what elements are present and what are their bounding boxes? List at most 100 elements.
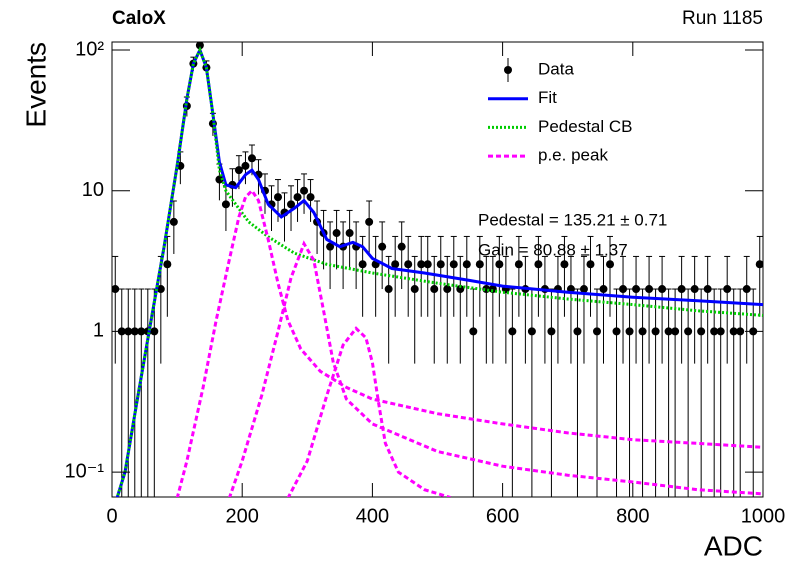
y-tick-label: 1 (93, 320, 104, 342)
data-point (417, 260, 426, 269)
data-point (469, 327, 478, 336)
plot-area (112, 42, 763, 497)
data-point (391, 260, 400, 269)
data-point (195, 42, 204, 50)
data-point (306, 193, 315, 202)
data-point (638, 327, 647, 336)
data-point (514, 260, 523, 269)
data-point (736, 327, 745, 336)
x-tick-label: 600 (486, 505, 519, 527)
x-tick-label: 800 (616, 505, 649, 527)
data-point (397, 242, 406, 251)
data-point (651, 327, 660, 336)
data-point (456, 285, 465, 294)
data-point (221, 200, 230, 209)
data-point (150, 327, 159, 336)
data-point (625, 327, 634, 336)
data-point (436, 260, 445, 269)
x-tick-label: 1000 (741, 505, 786, 527)
data-point (645, 285, 654, 294)
data-point (495, 260, 504, 269)
data-point (241, 161, 250, 170)
data-point (606, 260, 615, 269)
data-point (274, 193, 283, 202)
data-point (534, 260, 543, 269)
y-axis-label: Events (20, 42, 51, 128)
data-point (599, 285, 608, 294)
data-point (729, 327, 738, 336)
data-point (664, 327, 673, 336)
data-point (547, 327, 556, 336)
data-point (488, 285, 497, 294)
data-point (384, 285, 393, 294)
y-tick-label: 10 (82, 179, 104, 201)
data-point (130, 327, 139, 336)
x-tick-label: 0 (106, 505, 117, 527)
plot-frame (111, 41, 764, 498)
fit-curve (175, 188, 763, 497)
chart-subtitle: Run 1185 (682, 8, 763, 29)
x-axis-label: ADC (704, 530, 763, 561)
data-point (449, 260, 458, 269)
legend-label: Data (538, 59, 574, 78)
data-point (247, 154, 256, 163)
data-point (358, 260, 367, 269)
data-point (573, 327, 582, 336)
y-tick-label: 10⁻¹ (65, 460, 105, 482)
data-point (755, 260, 763, 269)
annotation: Pedestal = 135.21 ± 0.71 (478, 210, 667, 229)
data-point (332, 229, 341, 238)
data-point (234, 166, 243, 175)
data-point (163, 260, 172, 269)
data-point (671, 327, 680, 336)
data-point (560, 260, 569, 269)
data-point (287, 200, 296, 209)
data-point (677, 285, 686, 294)
data-point (723, 285, 732, 294)
data-point (430, 285, 439, 294)
data-point (632, 285, 641, 294)
data-point (684, 327, 693, 336)
data-point (410, 285, 419, 294)
legend-label: Fit (538, 88, 557, 107)
data-point (365, 217, 374, 226)
legend-label: Pedestal CB (538, 117, 633, 136)
data-point (716, 327, 725, 336)
chart-title: CaloX (112, 8, 166, 29)
data-point (378, 242, 387, 251)
data-point (697, 327, 706, 336)
x-tick-label: 200 (226, 505, 259, 527)
data-point (443, 285, 452, 294)
data-point (326, 242, 335, 251)
data-point (703, 285, 712, 294)
data-point (619, 285, 628, 294)
data-point (742, 285, 751, 294)
data-point (508, 327, 517, 336)
data-point (112, 285, 120, 294)
fit-curve (115, 46, 763, 497)
data-point (690, 285, 699, 294)
data-point (592, 327, 601, 336)
data-point (156, 285, 165, 294)
legend-swatch (504, 66, 512, 74)
data-point (527, 327, 536, 336)
data-point (215, 175, 224, 184)
legend-label: p.e. peak (538, 146, 608, 165)
data-point (462, 260, 471, 269)
data-point (423, 260, 432, 269)
data-point (710, 327, 719, 336)
data-point (404, 260, 413, 269)
data-point (300, 186, 309, 195)
y-tick-label: 10² (75, 38, 104, 60)
data-point (169, 217, 178, 226)
data-point (293, 193, 302, 202)
data-point (612, 327, 621, 336)
data-point (345, 229, 354, 238)
data-point (137, 327, 146, 336)
data-point (586, 260, 595, 269)
data-point (658, 285, 667, 294)
x-tick-label: 400 (356, 505, 389, 527)
data-point (579, 285, 588, 294)
data-point (475, 260, 484, 269)
